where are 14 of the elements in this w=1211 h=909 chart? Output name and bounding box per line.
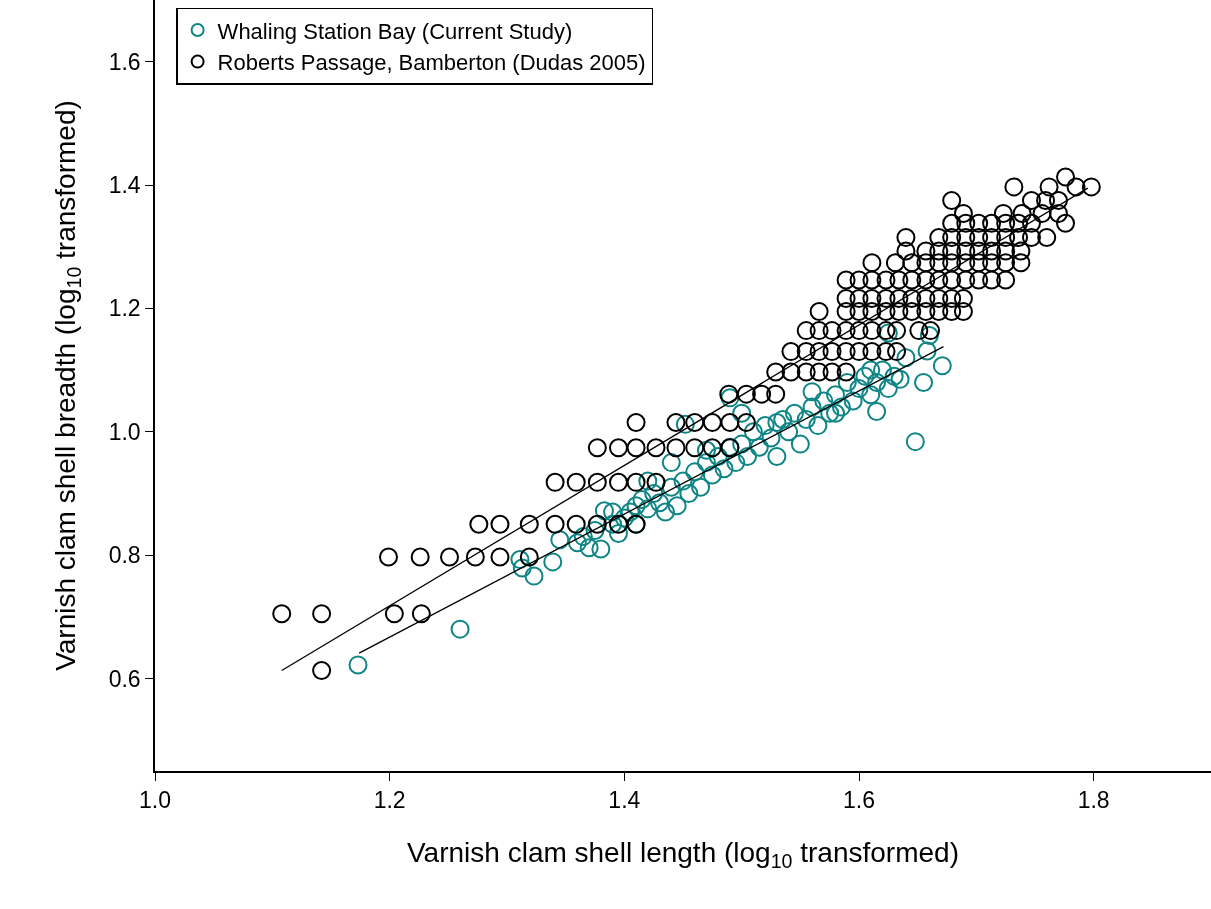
- x-tick-label: 1.4: [608, 787, 641, 814]
- y-tick-label: 1.0: [108, 418, 141, 445]
- y-tick-label: 1.2: [108, 295, 141, 322]
- legend-label: Roberts Passage, Bamberton (Dudas 2005): [217, 50, 646, 76]
- y-tick-label: 1.4: [108, 172, 141, 199]
- y-tick-label: 0.6: [108, 665, 141, 692]
- legend-label: Whaling Station Bay (Current Study): [217, 18, 573, 44]
- x-axis-title: Varnish clam shell length (log$_{10}$ transformed): [407, 836, 959, 872]
- x-tick-label: 1.2: [373, 787, 406, 814]
- y-tick-label: 0.8: [108, 542, 141, 569]
- x-tick-label: 1.8: [1077, 787, 1110, 814]
- y-tick-label: 1.6: [108, 48, 141, 75]
- x-tick-label: 1.6: [843, 787, 875, 814]
- x-tick-label: 1.0: [139, 787, 171, 814]
